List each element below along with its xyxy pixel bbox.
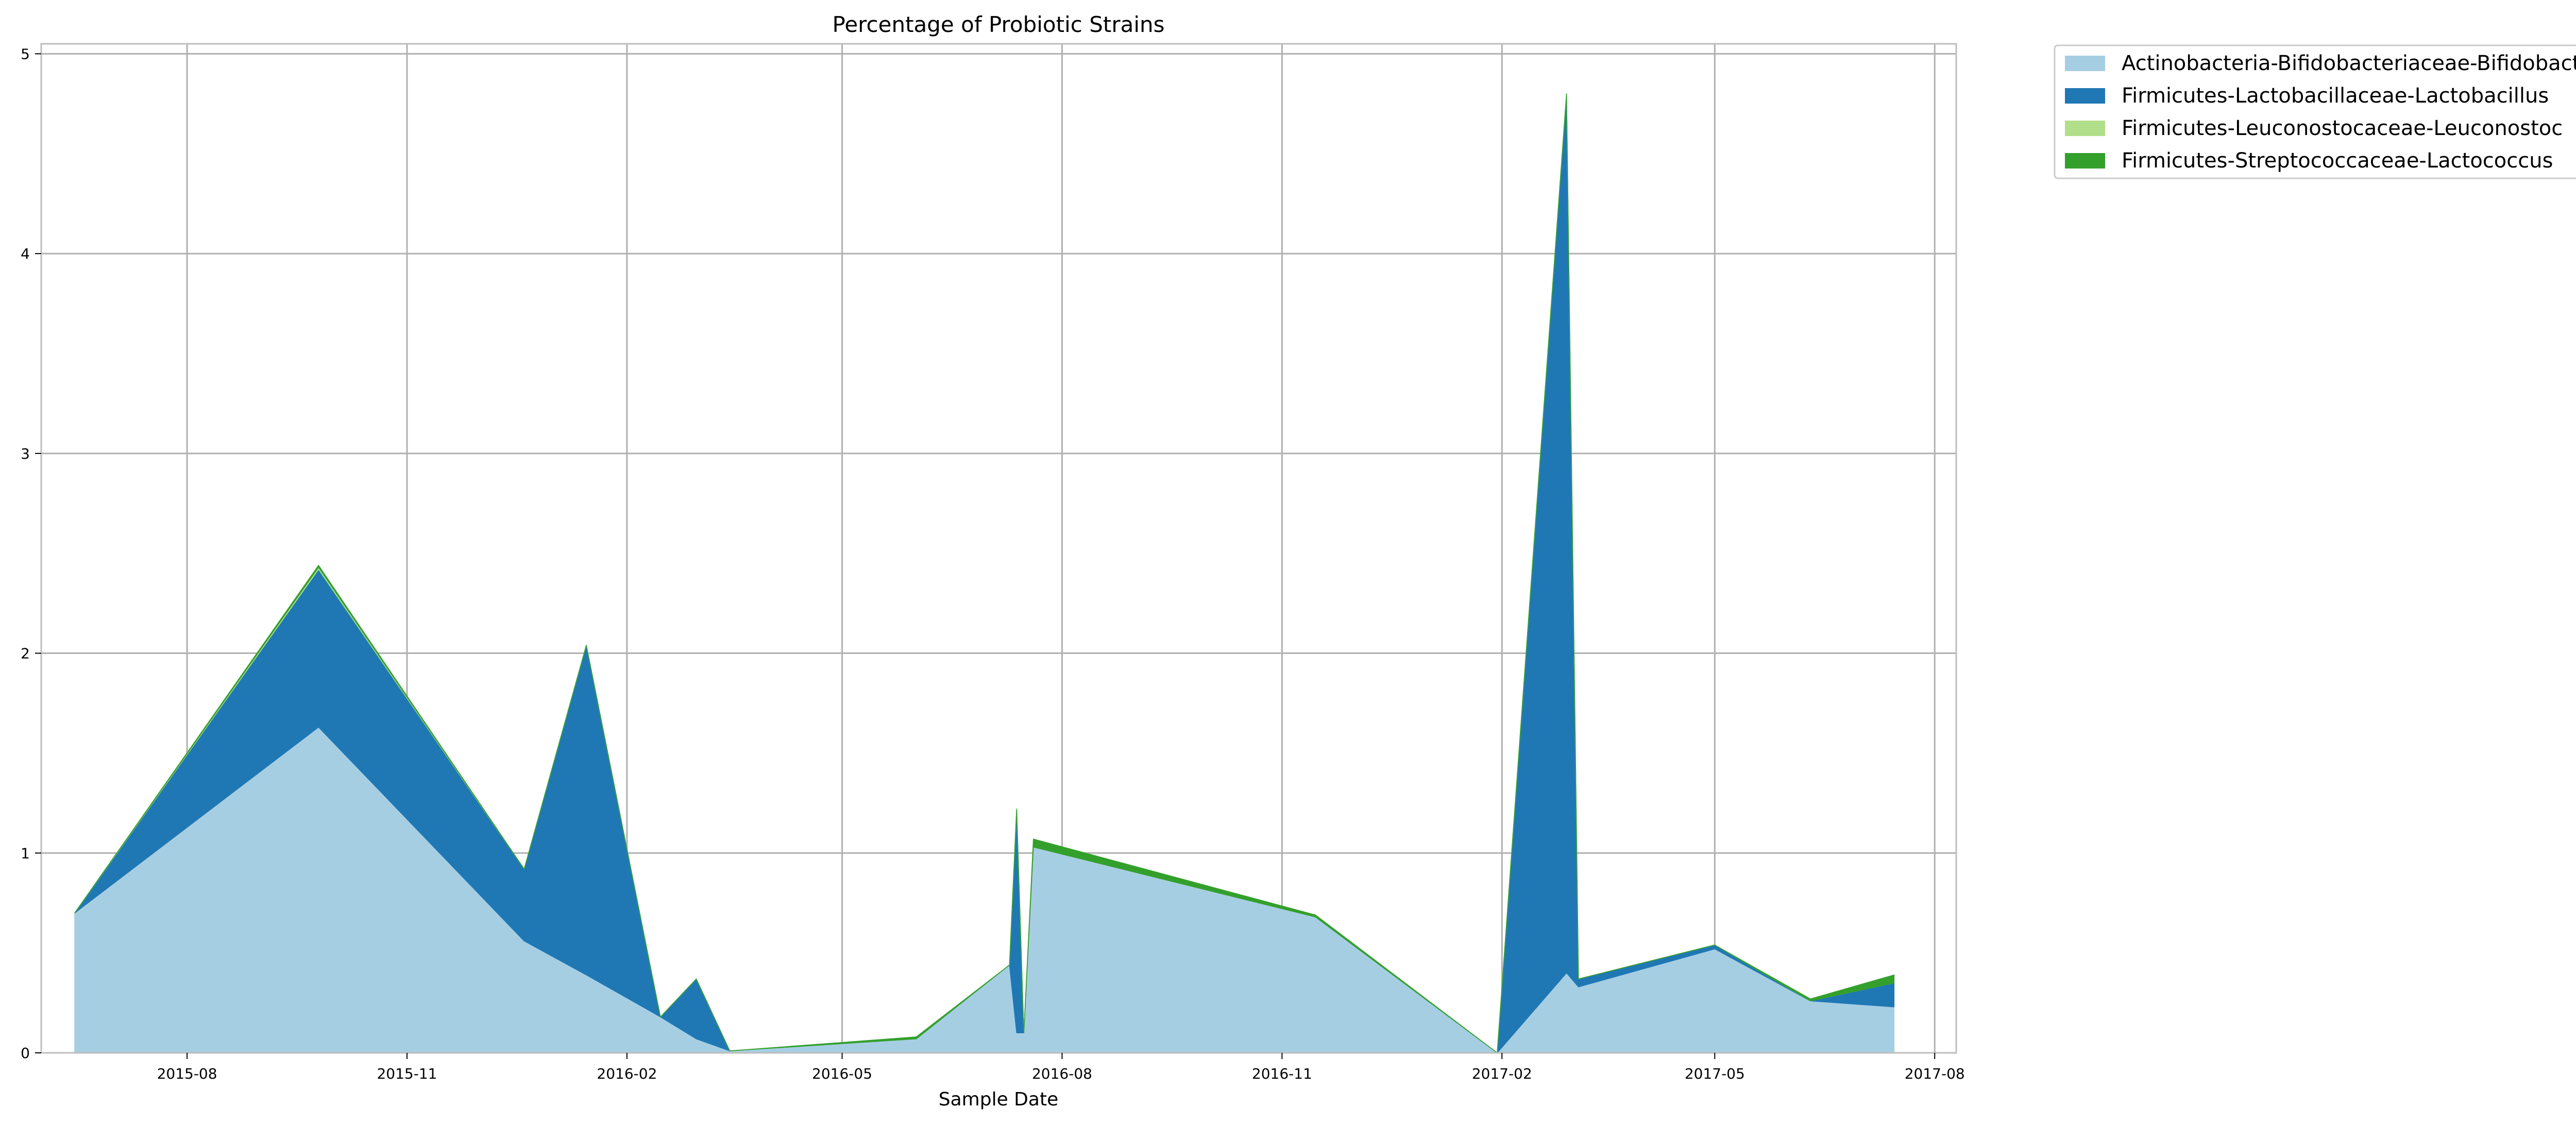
legend: Actinobacteria-Bifidobacteriaceae-Bifido… (2054, 44, 2576, 179)
x-tick-label: 2017-08 (1905, 1065, 1965, 1082)
legend-swatch-2 (2065, 88, 2105, 104)
y-tick-label: 2 (21, 645, 30, 662)
tick-layer: 2015-08 2015-11 2016-02 2016-05 2016-08 2016-… (21, 45, 1965, 1082)
x-tick-label: 2016-08 (1032, 1065, 1092, 1082)
legend-swatch-4 (2065, 153, 2105, 169)
y-tick-label: 5 (21, 45, 30, 62)
x-axis-title: Sample Date (939, 1089, 1058, 1110)
legend-swatch-3 (2065, 121, 2105, 136)
legend-swatch-1 (2065, 56, 2105, 71)
x-tick-label: 2016-11 (1252, 1065, 1312, 1082)
legend-label-1: Actinobacteria-Bifidobacteriaceae-Bifido… (2122, 52, 2576, 75)
legend-label-4: Firmicutes-Streptococcaceae-Lactococcus (2122, 149, 2553, 173)
plot-frame (40, 43, 1957, 1054)
y-tick-label: 3 (21, 445, 30, 462)
y-tick-label: 4 (21, 245, 30, 262)
y-tick-label: 1 (21, 845, 30, 862)
x-tick-label: 2015-11 (377, 1065, 437, 1082)
x-tick-label: 2017-02 (1472, 1065, 1532, 1082)
area-series-4 (74, 93, 1895, 1053)
legend-label-2: Firmicutes-Lactobacillaceae-Lactobacillu… (2122, 84, 2549, 108)
x-tick-label: 2016-02 (597, 1065, 657, 1082)
x-tick-label: 2016-05 (812, 1065, 872, 1082)
legend-label-3: Firmicutes-Leuconostocaceae-Leuconostoc (2122, 116, 2563, 140)
y-tick-label: 0 (21, 1045, 30, 1062)
x-tick-label: 2015-08 (157, 1065, 217, 1082)
chart-title: Percentage of Probiotic Strains (833, 12, 1165, 37)
legend-frame (2054, 44, 2576, 179)
x-tick-label: 2017-05 (1685, 1065, 1745, 1082)
